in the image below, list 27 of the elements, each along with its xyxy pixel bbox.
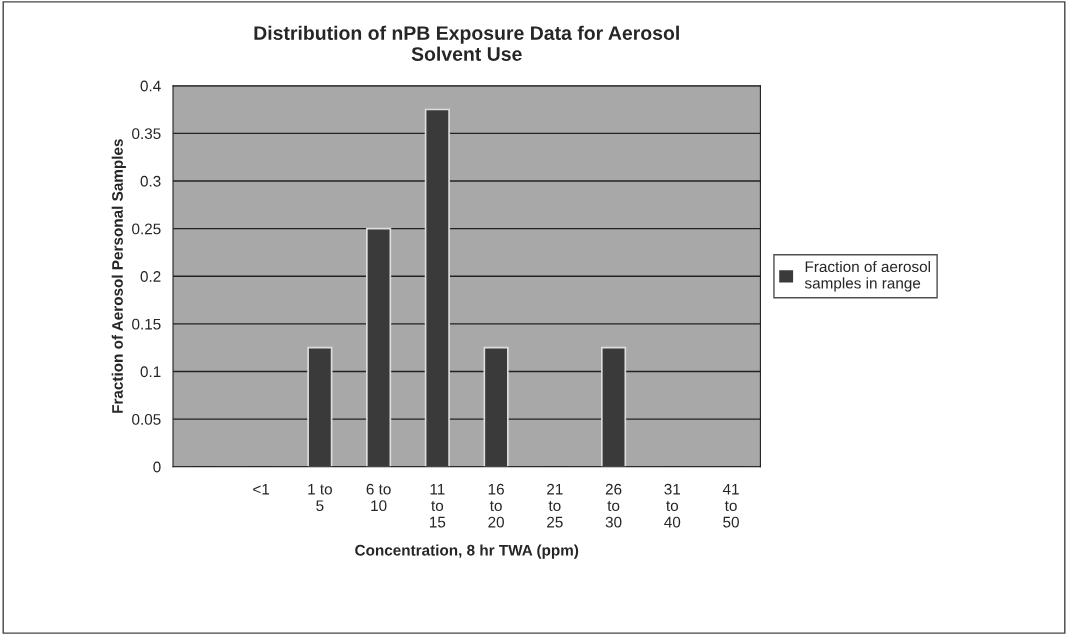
x-tick-label: 16 to 20	[488, 483, 504, 528]
x-tick-label: 11 to 15	[430, 483, 446, 528]
y-tick-label: 0.3	[140, 175, 161, 187]
x-tick-label: 6 to 10	[366, 483, 391, 512]
bar	[483, 346, 509, 467]
bar	[424, 108, 450, 467]
bar	[366, 227, 392, 467]
x-axis-title: Concentration, 8 hr TWA (ppm)	[355, 544, 579, 559]
y-tick-label: 0.2	[140, 271, 161, 282]
x-tick-label: 31 to 40	[664, 483, 681, 528]
y-tick-label: 0.15	[132, 318, 161, 330]
chart-title: Distribution of nPB Exposure Data for Aerosol Solvent Use	[254, 25, 679, 61]
x-tick-label: <1	[253, 483, 270, 495]
y-tick-label: 0.4	[140, 80, 161, 92]
bar	[600, 346, 627, 467]
y-tick-label: 0.25	[132, 223, 161, 235]
x-tick-label: 1 to 5	[308, 483, 332, 512]
y-tick-label: 0.05	[132, 413, 161, 425]
y-tick-label: 0.1	[140, 366, 161, 378]
bar	[307, 346, 333, 467]
x-tick-label: 41 to 50	[722, 483, 739, 528]
y-tick-label: 0.35	[132, 128, 161, 140]
x-tick-label: 26 to 30	[605, 483, 622, 528]
legend-label: Fraction of aerosol samples in range	[804, 260, 930, 292]
y-tick-label: 0	[153, 461, 161, 473]
x-tick-label: 21 to 25	[547, 483, 563, 528]
y-axis-title: Fraction of Aerosol Personal Samples	[111, 139, 126, 413]
